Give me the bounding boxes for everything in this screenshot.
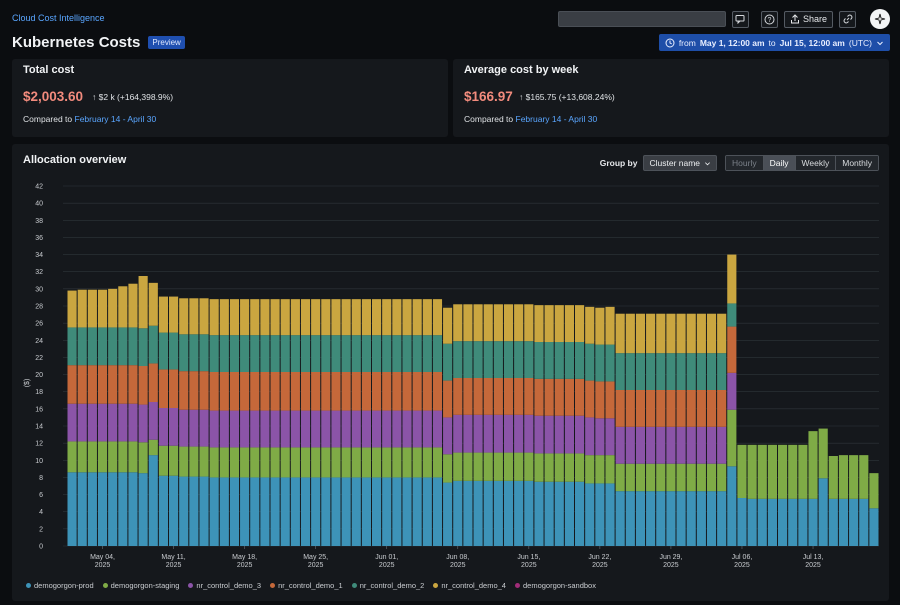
legend-swatch	[102, 583, 108, 588]
help-icon: ?	[764, 14, 775, 24]
total-cost-delta: ↑ $2 k (+164,398.9%)	[92, 92, 173, 102]
feedback-button[interactable]	[731, 10, 749, 28]
breadcrumb[interactable]: Cloud Cost Intelligence	[12, 13, 105, 23]
allocation-card: Allocation overview Group by Cluster nam…	[12, 144, 889, 601]
title-row: Kubernetes Costs Preview	[12, 34, 185, 51]
legend-item-nr_control_demo_1[interactable]: nr_control_demo_1	[270, 581, 343, 590]
compared-prefix: Compared to	[23, 114, 73, 124]
preview-badge: Preview	[148, 36, 185, 49]
share-button[interactable]: Share	[783, 10, 833, 28]
sparkle-icon	[874, 13, 886, 25]
compared-prefix: Compared to	[464, 114, 514, 124]
link-icon	[843, 14, 852, 24]
ai-assistant-button[interactable]	[870, 9, 890, 29]
total-cost-card: Total cost $2,003.60 ↑ $2 k (+164,398.9%…	[12, 59, 448, 137]
total-cost-compared: Compared to February 14 - April 30	[23, 114, 156, 124]
legend-item-demogorgon-staging[interactable]: demogorgon-staging	[102, 581, 180, 590]
time-range-tz: (UTC)	[848, 37, 872, 48]
arrow-up-icon: ↑	[92, 92, 97, 102]
share-label: Share	[802, 14, 827, 24]
page-title: Kubernetes Costs	[12, 34, 141, 51]
clock-icon	[665, 38, 675, 47]
legend-label: nr_control_demo_2	[359, 581, 425, 590]
legend-swatch	[188, 583, 194, 588]
compared-range-link[interactable]: February 14 - April 30	[515, 114, 598, 124]
group-by-select[interactable]: Cluster name	[643, 155, 718, 171]
chevron-down-icon	[877, 41, 883, 45]
granularity-hourly[interactable]: Hourly	[726, 156, 764, 170]
avg-cost-card: Average cost by week $166.97 ↑ $165.75 (…	[453, 59, 889, 137]
granularity-daily[interactable]: Daily	[763, 156, 796, 170]
allocation-title: Allocation overview	[23, 154, 127, 166]
comment-icon	[735, 15, 745, 24]
copy-link-button[interactable]	[839, 10, 856, 28]
top-actions: ? Share	[557, 9, 890, 29]
svg-text:?: ?	[768, 17, 772, 24]
avg-cost-delta-text: $165.75 (+13,608.24%)	[525, 92, 615, 102]
avg-cost-title: Average cost by week	[464, 64, 579, 76]
legend-label: demogorgon-sandbox	[522, 581, 596, 590]
time-range-picker[interactable]: from May 1, 12:00 am to Jul 15, 12:00 am…	[658, 34, 890, 51]
legend-swatch	[351, 583, 357, 588]
legend-swatch	[26, 583, 31, 588]
total-cost-title: Total cost	[23, 64, 75, 76]
group-by-label: Group by	[599, 158, 638, 168]
legend-label: demogorgon-prod	[34, 581, 94, 590]
legend-item-demogorgon-sandbox[interactable]: demogorgon-sandbox	[514, 581, 596, 590]
legend-swatch	[433, 583, 439, 588]
legend-label: nr_control_demo_4	[441, 581, 506, 590]
time-range-prefix: from	[678, 37, 696, 48]
time-range-mid: to	[768, 37, 776, 48]
avg-cost-delta: ↑ $165.75 (+13,608.24%)	[519, 92, 615, 102]
total-cost-value: $2,003.60	[23, 89, 84, 104]
group-by-control: Group by Cluster name Hourly Daily Weekly M…	[600, 155, 879, 171]
granularity-weekly[interactable]: Weekly	[795, 156, 837, 170]
time-range-end: Jul 15, 12:00 am	[779, 37, 845, 48]
legend-label: nr_control_demo_1	[278, 581, 343, 590]
group-by-value: Cluster name	[649, 158, 701, 168]
legend-item-nr_control_demo_3[interactable]: nr_control_demo_3	[188, 581, 261, 590]
granularity-toggle: Hourly Daily Weekly Monthly	[725, 155, 879, 171]
granularity-monthly[interactable]: Monthly	[836, 156, 878, 170]
legend-item-demogorgon-prod[interactable]: demogorgon-prod	[26, 581, 94, 590]
total-cost-delta-text: $2 k (+164,398.9%)	[98, 92, 174, 102]
legend-swatch	[270, 583, 276, 588]
share-icon	[790, 14, 799, 24]
legend-item-nr_control_demo_4[interactable]: nr_control_demo_4	[433, 581, 506, 590]
time-range-start: May 1, 12:00 am	[699, 37, 765, 48]
legend-item-nr_control_demo_2[interactable]: nr_control_demo_2	[351, 581, 425, 590]
help-button[interactable]: ?	[760, 10, 778, 28]
chevron-down-icon	[705, 161, 711, 165]
search-input[interactable]	[557, 11, 726, 27]
legend-label: nr_control_demo_3	[196, 581, 262, 590]
avg-cost-compared: Compared to February 14 - April 30	[464, 114, 597, 124]
chart-legend: demogorgon-prod demogorgon-staging nr_cont…	[26, 581, 596, 590]
arrow-up-icon: ↑	[519, 92, 524, 102]
avg-cost-value: $166.97	[464, 89, 513, 104]
legend-swatch	[514, 583, 520, 588]
compared-range-link[interactable]: February 14 - April 30	[74, 114, 157, 124]
legend-label: demogorgon-staging	[110, 581, 180, 590]
